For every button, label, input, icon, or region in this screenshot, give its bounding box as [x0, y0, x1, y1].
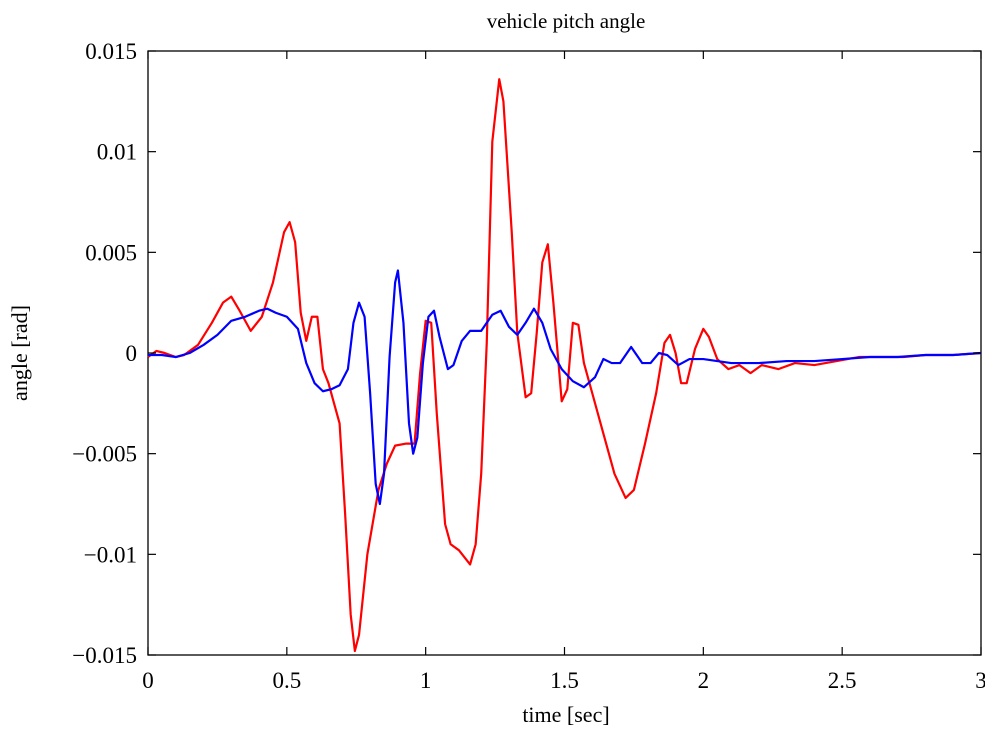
- x-tick-label: 2: [698, 668, 710, 693]
- y-tick-label: 0: [126, 341, 138, 366]
- x-axis-title: time [sec]: [522, 702, 609, 727]
- x-tick-label: 0.5: [272, 668, 301, 693]
- x-tick-label: 1: [420, 668, 432, 693]
- series-line-1: [147, 78, 982, 653]
- y-axis-title: angle [rad]: [7, 305, 32, 401]
- x-tick-label: 1.5: [550, 668, 579, 693]
- y-tick-label: −0.015: [72, 643, 137, 668]
- tick-layer: 0 0.5 1 1.5 2 2.5 3 −0.015 −0.01 −0.005 0 0.005 0.01…: [72, 39, 985, 693]
- series-line-2: [148, 269, 982, 506]
- y-tick-label: −0.005: [72, 442, 137, 467]
- x-tick-label: 2.5: [828, 668, 857, 693]
- chart-title: vehicle pitch angle: [487, 9, 646, 33]
- y-tick-label: 0.005: [85, 240, 137, 265]
- plot-area-frame: [147, 50, 982, 656]
- y-tick-label: −0.01: [84, 542, 137, 567]
- y-tick-label: 0.015: [85, 39, 137, 64]
- y-tick-label: 0.01: [97, 140, 137, 165]
- series-layer: [147, 78, 982, 653]
- x-tick-label: 0: [142, 668, 154, 693]
- x-tick-label: 3: [975, 668, 985, 693]
